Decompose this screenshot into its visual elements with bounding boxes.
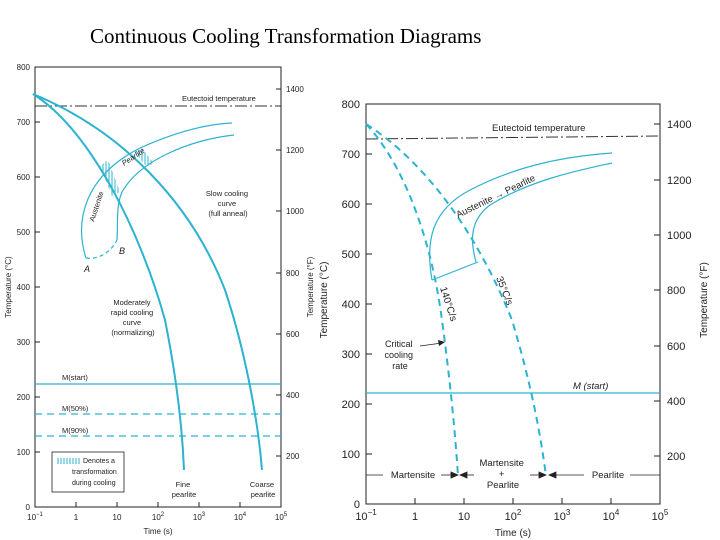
right-x-ticks: 10−1 1 10 102 103 104 105 [355,498,669,523]
right-35-label: 35°C/s [493,275,514,307]
left-xtick: 103 [193,512,206,522]
left-ytick-c: 200 [17,393,31,402]
right-ytick-c: 0 [354,499,360,511]
right-xtick: 103 [554,508,571,523]
left-eutectoid-label: Eutectoid temperature [182,94,256,103]
right-x-label: Time (s) [495,528,531,539]
left-y-label-f: Temperature (°F) [306,256,315,317]
right-ytick-f: 200 [667,451,685,463]
right-ytick-c: 400 [342,299,360,311]
right-critical-label: Critical cooling rate [384,339,415,371]
legend-hatch-swatch [56,458,80,464]
left-ytick-c: 600 [17,173,31,182]
right-ytick-c: 700 [342,149,360,161]
left-m90-label: M(90%) [62,426,89,435]
left-y-label-c: Temperature (°C) [4,256,13,318]
right-xtick: 105 [652,508,669,523]
left-hatch-region-2 [134,148,154,166]
left-hatch-region-1 [100,160,120,196]
left-moderate-label: Moderately rapid cooling curve (normaliz… [111,298,156,337]
left-y-ticks-c: 800 700 600 500 400 300 200 100 0 [17,63,40,512]
left-ytick-c: 300 [17,338,31,347]
right-eutectoid-line [365,135,661,140]
left-xtick: 104 [234,512,247,522]
left-ytick-f: 200 [286,452,300,461]
left-ytick-f: 800 [286,269,300,278]
left-xtick: 10 [113,513,122,522]
right-critical-arrow [419,342,443,347]
left-xtick: 1 [74,513,79,522]
right-martensite-label: Martensite [391,470,435,481]
left-start-curve [81,122,233,259]
right-ytick-c: 800 [342,99,360,111]
left-ytick-f: 1200 [286,146,304,155]
slide-title: Continuous Cooling Transformation Diagra… [90,24,482,48]
left-y-ticks-f: 1400 1200 1000 800 600 400 200 [276,85,304,461]
left-ytick-c: 700 [17,118,31,127]
right-35-curve [365,123,547,477]
right-start-curve [429,152,613,281]
right-xtick: 10−1 [355,508,377,523]
left-ytick-c: 400 [17,283,31,292]
right-m-start-label: M (start) [573,381,608,392]
left-xtick: 102 [152,512,165,522]
right-xtick: 102 [505,508,522,523]
left-ytick-f: 1400 [286,85,304,94]
left-point-b: B [119,246,125,256]
left-ytick-c: 500 [17,228,31,237]
left-ytick-f: 600 [286,330,300,339]
left-finish-curve [116,134,235,241]
right-y-label-c: Temperature (°C) [319,262,330,339]
left-ytick-f: 400 [286,391,300,400]
left-ytick-f: 1000 [286,207,304,216]
left-slow-cooling-curve [32,93,263,471]
left-m50-label: M(50%) [62,404,89,413]
left-point-a: A [83,264,90,274]
right-finish-curve [471,162,613,263]
left-xtick: 10−1 [27,512,43,522]
left-x-label: Time (s) [143,527,172,536]
right-ytick-f: 1200 [667,175,691,187]
right-y-ticks-c: 800 700 600 500 400 300 200 100 0 [342,99,372,511]
right-mart-pearl-label: Martensite + Pearlite [480,458,527,491]
right-aus-pearl-label: Austenite → Pearlite [454,173,537,221]
left-coarse-label: Coarse pearlite [250,480,276,499]
left-ytick-c: 100 [17,448,31,457]
left-moderate-cooling-curve [32,93,185,471]
left-slow-label: Slow cooling curve (full anneal) [206,189,250,218]
right-xtick: 1 [412,511,418,523]
right-ytick-c: 500 [342,249,360,261]
right-plot-frame [365,103,661,505]
right-pearlite-label: Pearlite [592,470,624,481]
svg-text:Denotes a transformation: Denotes a transformation during cooling [72,458,119,487]
left-x-ticks: 10−1 1 10 102 103 104 105 [27,502,288,522]
right-xtick: 10 [458,511,470,523]
right-ytick-c: 100 [342,449,360,461]
right-ytick-c: 300 [342,349,360,361]
right-140-curve [365,123,459,477]
right-y-ticks-f: 1400 1200 1000 800 600 400 200 [654,119,691,463]
right-ytick-c: 200 [342,399,360,411]
right-ytick-f: 600 [667,341,685,353]
left-ytick-c: 0 [26,503,31,512]
right-eutectoid-label: Eutectoid temperature [492,123,585,134]
right-ytick-f: 1400 [667,119,691,131]
left-ytick-c: 800 [17,63,31,72]
left-fine-label: Fine pearlite [172,480,197,499]
left-m-start-label: M(start) [62,373,88,382]
left-xtick: 105 [275,512,288,522]
right-y-label-f: Temperature (°F) [699,262,710,338]
right-xtick: 104 [603,508,620,523]
right-ytick-f: 800 [667,285,685,297]
right-critical-arrowhead [438,340,445,346]
left-ab-dashed [85,239,118,259]
right-ytick-f: 1000 [667,230,691,242]
left-legend: Denotes a transformation during cooling [51,451,125,493]
right-region-arrows [366,471,660,479]
right-ytick-c: 600 [342,199,360,211]
right-ytick-f: 400 [667,396,685,408]
right-bottom-link [431,261,479,281]
